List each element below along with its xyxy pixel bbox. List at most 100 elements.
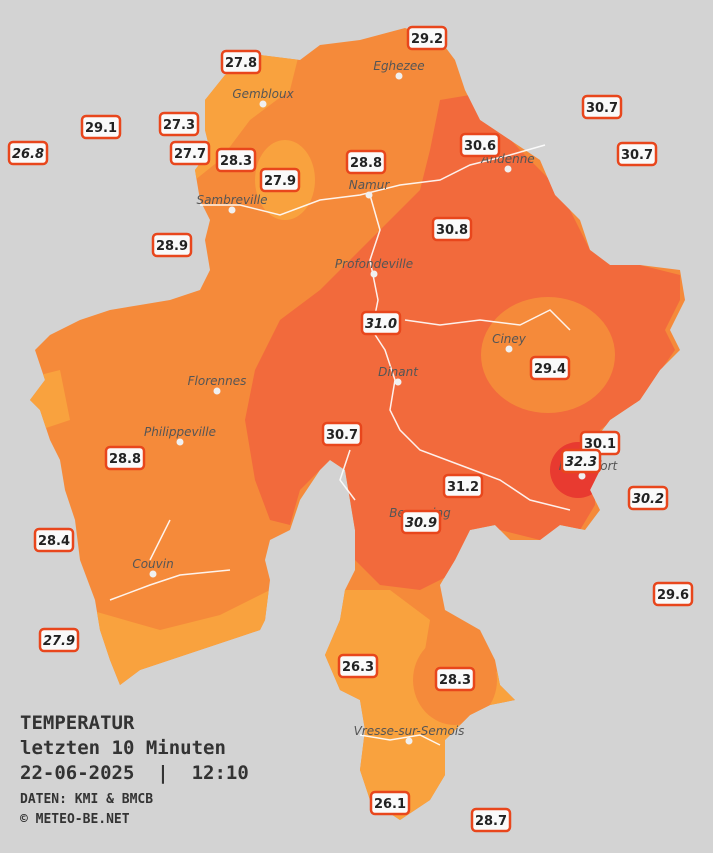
station-value: 28.3 [439, 673, 471, 688]
station-value: 30.6 [464, 139, 496, 154]
station: 29.1 [80, 114, 122, 140]
station-value: 27.7 [174, 147, 206, 162]
legend-source: DATEN: KMI & BMCB [20, 792, 153, 807]
station-value: 27.3 [163, 118, 195, 133]
town-label: Ciney [492, 332, 527, 346]
station-box [337, 653, 379, 679]
station: 30.1 [579, 430, 621, 456]
station-value: 26.8 [12, 147, 44, 162]
town-dot [505, 345, 513, 353]
station: 29.2 [406, 25, 448, 51]
station-value: 30.2 [632, 492, 664, 507]
station-box [259, 167, 301, 193]
station: 30.2 [627, 485, 669, 511]
station: 30.7 [321, 421, 363, 447]
town-label: Sambreville [196, 193, 267, 207]
station: 28.3 [215, 147, 257, 173]
station: 28.8 [104, 445, 146, 471]
legend-datetime: 22-06-2025 | 12:10 [20, 762, 249, 784]
station: 31.2 [442, 473, 484, 499]
station-value: 31.0 [365, 317, 397, 332]
town-dot [228, 206, 236, 214]
station-value: 28.9 [156, 239, 188, 254]
station-value: 28.8 [350, 156, 382, 171]
town-label: Profondeville [335, 257, 413, 271]
station: 30.7 [616, 141, 658, 167]
town-label: Couvin [132, 557, 173, 571]
station-value: 28.3 [220, 154, 252, 169]
town-label: Namur [349, 178, 391, 192]
station-value: 29.4 [534, 362, 566, 377]
town-label: Vresse-sur-Semois [354, 724, 465, 738]
town-dot [370, 270, 378, 278]
station: 30.8 [431, 216, 473, 242]
station-box [652, 581, 694, 607]
station-box [627, 485, 669, 511]
station-box [529, 355, 571, 381]
station-value: 30.7 [621, 148, 653, 163]
station-value: 30.7 [326, 428, 358, 443]
town-label: Eghezee [373, 59, 424, 73]
station-box [345, 149, 387, 175]
town-dot [504, 165, 512, 173]
station-box [406, 25, 448, 51]
town-dot [149, 570, 157, 578]
legend-credit: © METEO-BE.NET [20, 812, 130, 827]
station-value: 28.7 [475, 814, 507, 829]
station: 31.0 [360, 310, 402, 336]
station: 26.8 [7, 140, 49, 166]
station-value: 26.1 [374, 797, 406, 812]
station-value: 28.8 [109, 452, 141, 467]
town-dot [578, 472, 586, 480]
station: 30.6 [459, 132, 501, 158]
station-value: 31.2 [447, 480, 479, 495]
station-box [442, 473, 484, 499]
station-value: 29.6 [657, 588, 689, 603]
station-box [215, 147, 257, 173]
town-dot [176, 438, 184, 446]
station-box [431, 216, 473, 242]
town-label: Florennes [188, 374, 247, 388]
station: 29.4 [529, 355, 571, 381]
station: 27.9 [38, 627, 80, 653]
station: 30.9 [400, 509, 442, 535]
station-value: 30.9 [405, 516, 437, 531]
station: 27.9 [259, 167, 301, 193]
station-value: 29.1 [85, 121, 117, 136]
station-box [560, 448, 602, 474]
legend-title: TEMPERATUR [20, 712, 135, 734]
legend-subtitle: letzten 10 Minuten [20, 737, 226, 759]
station-box [151, 232, 193, 258]
town-label: Philippeville [144, 425, 216, 439]
station-box [33, 527, 75, 553]
town-label: Gembloux [232, 87, 294, 101]
station-box [7, 140, 49, 166]
station-box [360, 310, 402, 336]
stations: 29.2 27.8 30.7 29.1 27.3 30.6 30.7 26.8 27.7 28.3… [7, 25, 694, 833]
station: 27.3 [158, 111, 200, 137]
station: 27.8 [220, 49, 262, 75]
station-box [169, 140, 211, 166]
town-dot [259, 100, 267, 108]
station: 26.3 [337, 653, 379, 679]
station-value: 29.2 [411, 32, 443, 47]
station-box [459, 132, 501, 158]
station: 29.6 [652, 581, 694, 607]
town-dot [405, 737, 413, 745]
station: 28.9 [151, 232, 193, 258]
station: 28.7 [470, 807, 512, 833]
station-box [400, 509, 442, 535]
station: 32.3 [560, 448, 602, 474]
station-value: 30.1 [584, 437, 616, 452]
town-label: Dinant [378, 365, 419, 379]
station-value: 27.9 [264, 174, 296, 189]
station: 28.4 [33, 527, 75, 553]
town-dot [395, 72, 403, 80]
station-box [104, 445, 146, 471]
station-box [616, 141, 658, 167]
station: 28.8 [345, 149, 387, 175]
station-value: 30.7 [586, 101, 618, 116]
rivers [109, 144, 571, 746]
station-value: 28.4 [38, 534, 70, 549]
